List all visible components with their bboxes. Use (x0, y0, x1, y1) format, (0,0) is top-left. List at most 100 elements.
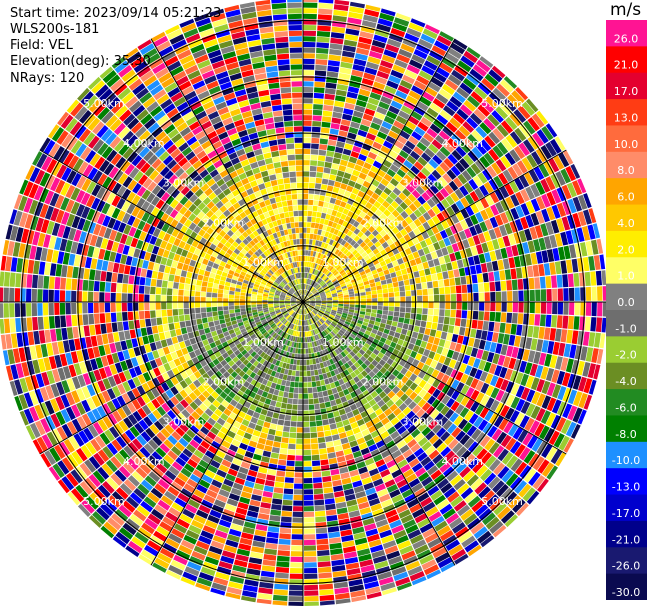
range-gate-cell (260, 408, 268, 416)
range-gate-cell (393, 173, 403, 183)
range-gate-cell (333, 9, 348, 17)
range-gate-cell (303, 250, 306, 256)
range-gate-cell (315, 264, 320, 270)
range-gate-cell (354, 413, 363, 422)
range-gate-cell (397, 459, 408, 469)
range-gate-cell (439, 287, 445, 295)
range-gate-cell (106, 323, 113, 333)
range-gate-cell (271, 504, 282, 511)
range-gate-cell (321, 178, 329, 185)
range-gate-cell (395, 270, 402, 277)
range-gate-cell (303, 227, 307, 233)
range-gate-cell (410, 165, 420, 175)
range-gate-cell (325, 509, 337, 516)
range-gate-cell (265, 542, 278, 550)
range-gate-cell (310, 370, 315, 376)
range-gate-cell (344, 102, 355, 110)
range-gate-cell (479, 122, 492, 135)
range-gate-cell (308, 306, 314, 310)
range-gate-cell (512, 302, 519, 313)
range-gate-cell (330, 338, 336, 344)
range-gate-cell (368, 251, 375, 258)
range-gate-cell (352, 258, 359, 265)
range-gate-cell (470, 347, 479, 358)
range-gate-cell (528, 471, 541, 486)
range-gate-cell (350, 333, 356, 339)
range-gate-cell (293, 393, 299, 399)
range-gate-cell (358, 36, 373, 45)
range-gate-cell (26, 274, 33, 288)
range-gate-cell (437, 381, 446, 391)
range-gate-cell (411, 189, 421, 199)
range-gate-cell (261, 456, 270, 463)
range-gate-cell (303, 58, 315, 65)
range-gate-cell (418, 205, 427, 215)
range-gate-cell (394, 306, 400, 312)
range-gate-cell (474, 187, 484, 200)
range-gate-cell (539, 425, 550, 440)
range-gate-cell (423, 60, 438, 71)
range-gate-cell (354, 252, 361, 259)
range-gate-cell (446, 470, 459, 482)
range-gate-cell (178, 308, 184, 316)
range-gate-cell (306, 359, 310, 365)
range-gate-cell (501, 291, 507, 302)
range-gate-cell (527, 135, 540, 150)
range-gate-cell (338, 278, 344, 284)
range-gate-cell (332, 336, 338, 343)
range-gate-cell (466, 73, 480, 86)
range-gate-cell (162, 316, 168, 325)
range-gate-cell (517, 313, 524, 325)
range-gate-cell (476, 59, 491, 73)
range-gate-cell (511, 279, 518, 291)
range-gate-cell (348, 291, 355, 295)
range-gate-cell (427, 208, 436, 218)
range-gate-cell (382, 474, 393, 483)
range-gate-cell (487, 425, 498, 438)
range-gate-cell (329, 274, 335, 280)
range-gate-cell (411, 462, 423, 473)
range-gate-cell (378, 65, 392, 75)
range-gate-cell (306, 278, 309, 284)
range-gate-cell (398, 237, 407, 245)
range-gate-cell (334, 0, 350, 6)
range-gate-cell (361, 428, 370, 437)
range-gate-cell (496, 141, 509, 155)
range-gate-cell (454, 361, 462, 371)
range-gate-cell (426, 405, 436, 416)
range-gate-cell (304, 539, 316, 546)
range-gate-cell (303, 92, 314, 98)
range-gate-cell (426, 55, 441, 66)
range-gate-cell (337, 293, 343, 297)
range-gate-cell (455, 211, 465, 222)
range-gate-cell (427, 335, 435, 344)
range-gate-cell (334, 283, 340, 288)
range-gate-cell (398, 48, 413, 59)
range-gate-cell (527, 265, 534, 278)
range-gate-cell (264, 445, 273, 452)
range-gate-cell (388, 382, 396, 390)
range-gate-cell (387, 204, 395, 213)
range-gate-cell (413, 418, 424, 428)
range-gate-cell (303, 171, 310, 177)
range-gate-cell (392, 316, 399, 322)
range-gate-cell (490, 375, 499, 387)
range-gate-cell (483, 118, 496, 131)
range-gate-cell (304, 278, 306, 284)
range-gate-cell (376, 285, 382, 290)
range-gate-cell (395, 12, 411, 22)
range-gate-cell (312, 239, 316, 246)
range-gate-cell (371, 328, 378, 335)
range-gate-cell (316, 386, 322, 392)
range-gate-cell (444, 435, 455, 446)
range-gate-cell (357, 393, 365, 401)
range-gate-cell (304, 545, 316, 551)
range-gate-cell (372, 141, 383, 150)
range-gate-cell (372, 338, 380, 345)
range-gate-cell (194, 302, 201, 308)
range-gate-cell (329, 197, 336, 204)
range-gate-cell (326, 446, 335, 454)
range-gate-cell (303, 182, 309, 188)
range-gate-cell (512, 163, 523, 177)
range-gate-cell (304, 303, 308, 307)
